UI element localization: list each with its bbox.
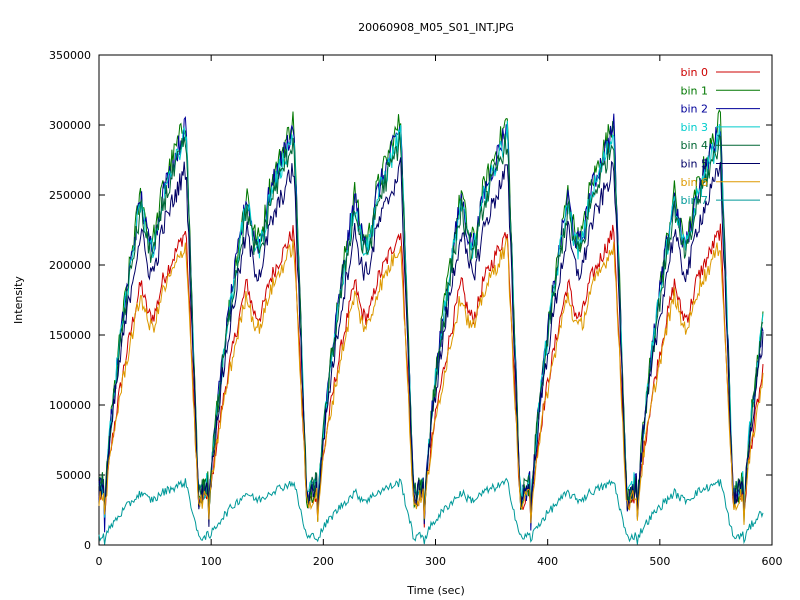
legend: bin 0 bin 1 bin 2 bin 3 bin 4 bin 5 bin 6 bin 7 bbox=[680, 66, 760, 207]
x-tick-label: 300 bbox=[425, 555, 446, 568]
series-layer bbox=[98, 109, 764, 545]
y-tick-label: 150000 bbox=[49, 329, 91, 342]
series-line-bin-6 bbox=[98, 238, 764, 525]
x-tick-label: 400 bbox=[537, 555, 558, 568]
y-tick-label: 0 bbox=[84, 539, 91, 552]
x-tick-label: 600 bbox=[762, 555, 783, 568]
series-line-bin-4 bbox=[98, 131, 764, 523]
legend-label: bin 7 bbox=[680, 194, 708, 207]
legend-label: bin 6 bbox=[680, 176, 708, 189]
x-tick-label: 500 bbox=[649, 555, 670, 568]
x-tick-label: 100 bbox=[201, 555, 222, 568]
legend-label: bin 3 bbox=[680, 121, 708, 134]
y-tick-label: 100000 bbox=[49, 399, 91, 412]
series-line-bin-2 bbox=[98, 113, 764, 533]
legend-label: bin 4 bbox=[680, 139, 708, 152]
series-line-bin-7 bbox=[98, 477, 764, 545]
legend-label: bin 0 bbox=[680, 66, 708, 79]
legend-label: bin 5 bbox=[680, 158, 708, 171]
legend-label: bin 2 bbox=[680, 103, 708, 116]
y-tick-label: 50000 bbox=[56, 469, 91, 482]
x-tick-label: 200 bbox=[313, 555, 334, 568]
legend-label: bin 1 bbox=[680, 84, 708, 97]
y-tick-label: 350000 bbox=[49, 49, 91, 62]
x-tick-label: 0 bbox=[96, 555, 103, 568]
y-axis-label: Intensity bbox=[12, 276, 25, 324]
axis-ticks: 0 100 200 300 400 500 600 0 50000 100000 150000 200… bbox=[49, 49, 783, 568]
chart-title: 20060908_M05_S01_INT.JPG bbox=[358, 21, 514, 34]
y-tick-label: 250000 bbox=[49, 189, 91, 202]
y-tick-label: 300000 bbox=[49, 119, 91, 132]
x-axis-label: Time (sec) bbox=[406, 584, 465, 597]
y-tick-label: 200000 bbox=[49, 259, 91, 272]
